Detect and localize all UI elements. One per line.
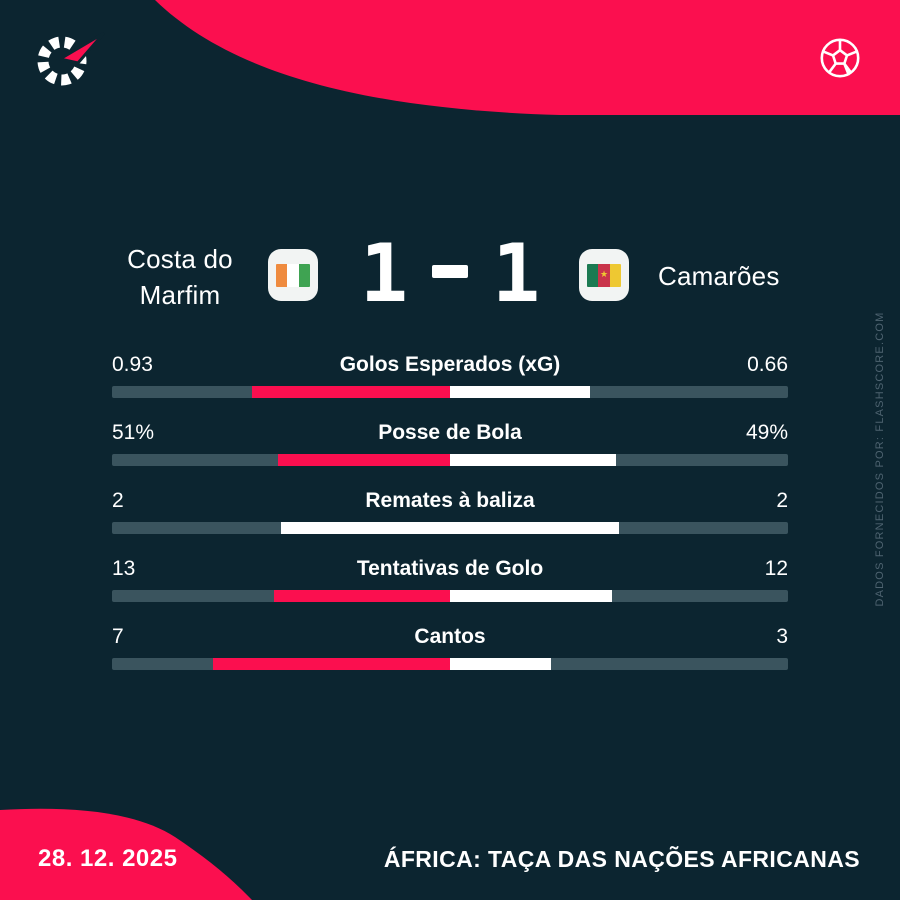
- stat-bar-home-segment: [274, 590, 450, 602]
- ivory-coast-flag-icon: [276, 263, 310, 287]
- stat-home-value: 13: [112, 557, 136, 580]
- stat-label: Tentativas de Golo: [356, 557, 544, 580]
- stat-home-value: 7: [112, 625, 124, 648]
- stat-bar-away-segment: [450, 658, 552, 670]
- away-team-name: Camarões: [658, 261, 780, 291]
- stat-row: 0.93 Golos Esperados (xG) 0.66: [112, 352, 788, 420]
- stats-panel: 0.93 Golos Esperados (xG) 0.66 51% Posse…: [112, 352, 788, 692]
- stat-bar: [112, 454, 788, 466]
- stat-away-value: 3: [776, 625, 788, 648]
- bottom-red-swoosh: [0, 808, 252, 900]
- top-red-swoosh: [155, 0, 900, 115]
- stat-bar-home-segment: [281, 522, 450, 534]
- stat-row: 51% Posse de Bola 49%: [112, 420, 788, 488]
- cameroon-flag-icon: ★: [587, 263, 621, 287]
- home-team-name: Costa do Marfim: [100, 241, 260, 313]
- away-team-flag-badge: ★: [579, 249, 629, 301]
- stat-away-value: 49%: [745, 421, 788, 444]
- stat-row: 13 Tentativas de Golo 12: [112, 556, 788, 624]
- stat-away-value: 0.66: [747, 353, 788, 376]
- home-team-flag-badge: [268, 249, 318, 301]
- stat-away-value: 12: [764, 557, 788, 580]
- away-score: 1: [492, 227, 541, 320]
- stat-row: 7 Cantos 3: [112, 624, 788, 692]
- stat-bar-home-segment: [277, 454, 450, 466]
- stat-label: Golos Esperados (xG): [339, 353, 561, 376]
- home-team-name-line1: Costa do: [127, 244, 233, 274]
- stat-bar: [112, 658, 788, 670]
- stat-bar-away-segment: [450, 454, 616, 466]
- match-date: 28. 12. 2025: [38, 845, 178, 872]
- stat-home-value: 0.93: [112, 353, 153, 376]
- stat-bar-home-segment: [213, 658, 450, 670]
- score-line: 1 1: [340, 234, 560, 314]
- stat-row: 2 Remates à baliza 2: [112, 488, 788, 556]
- stat-bar: [112, 386, 788, 398]
- data-provider-watermark: DADOS FORNECIDOS POR: FLASHSCORE.COM: [874, 311, 886, 607]
- flashscore-logo-icon: [37, 31, 105, 86]
- stat-bar-away-segment: [450, 590, 613, 602]
- stat-label: Posse de Bola: [378, 421, 522, 444]
- stat-home-value: 2: [112, 489, 124, 512]
- stat-label: Remates à baliza: [365, 489, 535, 512]
- stat-away-value: 2: [776, 489, 788, 512]
- home-score: 1: [359, 227, 408, 320]
- soccer-ball-icon: [820, 38, 860, 78]
- stat-label: Cantos: [414, 625, 486, 648]
- stat-bar: [112, 590, 788, 602]
- score-separator: [432, 264, 468, 278]
- stat-bar: [112, 522, 788, 534]
- cameroon-star: ★: [599, 269, 609, 280]
- stat-home-value: 51%: [112, 421, 155, 444]
- stat-bar-away-segment: [450, 386, 591, 398]
- stat-bar-home-segment: [252, 386, 450, 398]
- stat-bar-away-segment: [450, 522, 619, 534]
- home-team-name-line2: Marfim: [139, 280, 221, 310]
- competition-name: ÁFRICA: TAÇA DAS NAÇÕES AFRICANAS: [383, 846, 860, 872]
